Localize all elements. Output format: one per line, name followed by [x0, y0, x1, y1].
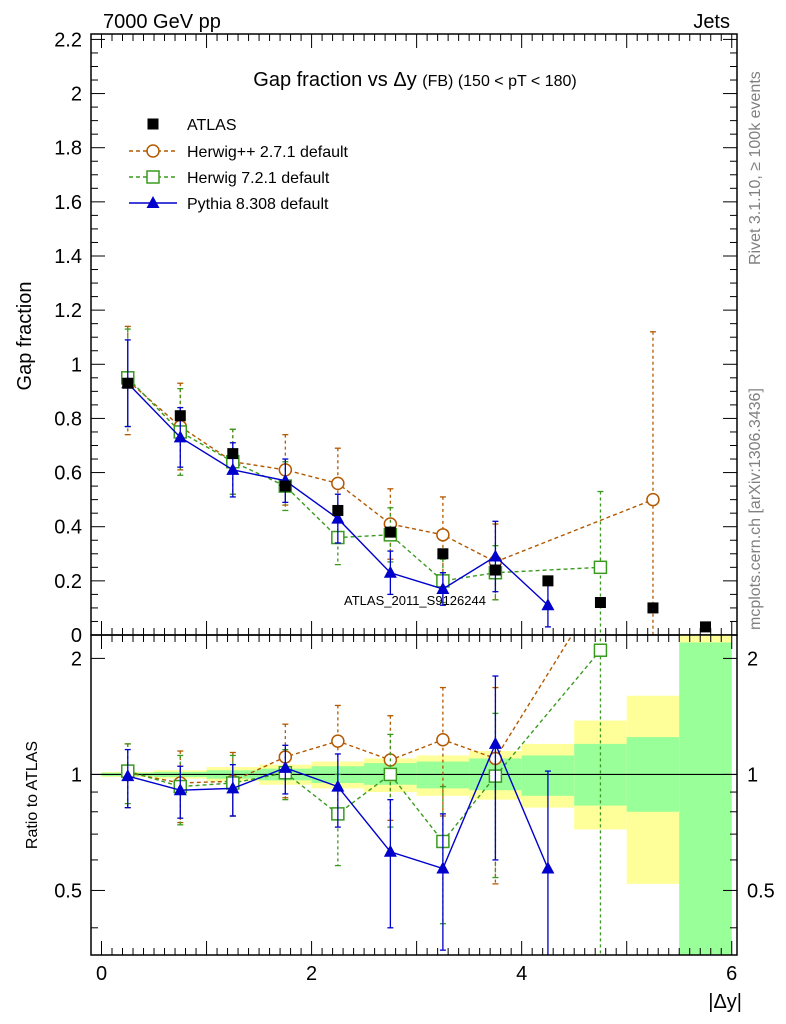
data-point [541, 861, 555, 874]
data-point [646, 492, 660, 507]
ratio-y-tick-label-right: 2 [747, 648, 758, 670]
x-tick-label: 6 [726, 963, 737, 985]
data-point [437, 548, 449, 560]
data-point [488, 736, 502, 749]
y-tick-label: 0.4 [54, 517, 82, 539]
data-point [384, 526, 396, 538]
legend-entry-3: Pythia 8.308 default [129, 196, 329, 213]
chart-title-main: Gap fraction vs [253, 69, 388, 91]
data-point [331, 779, 345, 792]
series-0 [122, 377, 711, 633]
data-point [332, 504, 344, 516]
data-point [383, 767, 398, 782]
data-point [489, 564, 501, 576]
data-point [699, 621, 711, 633]
ratio-series-2 [121, 675, 555, 955]
ratio-y-tick-label: 2 [71, 648, 82, 670]
data-point [226, 781, 240, 794]
data-point [647, 602, 659, 614]
data-point [227, 448, 239, 460]
ratio-panel: 0 2 4 6 0.5 0.5 1 1 2 2 Ratio to ATLAS |Δy| [24, 634, 775, 1013]
ratio-frame [90, 634, 738, 956]
header-right-label: Jets [693, 11, 730, 33]
y-tick-label: 0 [71, 625, 82, 647]
y-tick-label: 0.8 [54, 408, 82, 430]
data-point [146, 196, 160, 208]
uncertainty-band-green [679, 642, 732, 955]
x-tick-label: 2 [306, 963, 317, 985]
ratio-ylabel: Ratio to ATLAS [24, 741, 41, 849]
data-point [331, 476, 345, 491]
main-watermark: ATLAS_2011_S9126244 [344, 593, 486, 608]
data-point [331, 734, 345, 748]
data-point [226, 462, 240, 475]
ratio-axes: 0 2 4 6 0.5 0.5 1 1 2 2 [54, 635, 775, 985]
data-point [436, 581, 450, 594]
data-point [593, 643, 608, 657]
data-point [278, 760, 292, 773]
data-point [436, 528, 450, 542]
data-point [279, 480, 291, 492]
rivet-label: Rivet 3.1.10, ≥ 100k events [747, 71, 764, 265]
ratio-series-0 [121, 635, 573, 885]
main-plot-content [121, 325, 711, 635]
chart-title-suffix: (FB) (150 < pT < 180) [422, 73, 576, 90]
y-tick-label: 2 [71, 84, 82, 106]
legend-label: Pythia 8.308 default [187, 196, 329, 213]
legend-label: ATLAS [187, 117, 237, 134]
data-point [594, 597, 606, 609]
main-panel: 0 0.2 0.4 0.6 0.8 1 1.2 1.4 1.6 1.8 2 2.2 Gap fract… [14, 29, 738, 647]
data-point [174, 410, 186, 422]
data-point [383, 844, 397, 857]
data-point [121, 769, 135, 782]
data-point [541, 598, 555, 611]
y-tick-label: 0.2 [54, 571, 82, 593]
y-tick-label: 1.6 [54, 192, 82, 214]
legend-entry-0: ATLAS [147, 117, 237, 134]
data-point [436, 861, 450, 874]
data-point [146, 144, 160, 158]
ratio-y-tick-label: 0.5 [54, 880, 82, 902]
data-point [331, 511, 345, 524]
series-line [127, 377, 601, 582]
ratio-plot-content [91, 635, 737, 955]
chart-title-delta: Δy [393, 69, 416, 91]
data-point [147, 118, 159, 130]
ratio-y-tick-label-right: 1 [747, 764, 758, 786]
y-tick-label: 0.6 [54, 463, 82, 485]
chart-title: Gap fraction vs Δy (FB) (150 < pT < 180) [253, 69, 576, 91]
x-tick-label: 4 [516, 963, 527, 985]
main-axes: 0 0.2 0.4 0.6 0.8 1 1.2 1.4 1.6 1.8 2 2.2 [54, 29, 737, 647]
data-point [146, 170, 160, 184]
data-point [122, 377, 134, 389]
y-tick-label: 1.2 [54, 300, 82, 322]
data-point [593, 560, 608, 575]
x-tick-label: 0 [96, 963, 107, 985]
data-point [542, 575, 554, 587]
legend: ATLAS Herwig++ 2.7.1 default Herwig 7.2.1 … [129, 117, 349, 213]
main-ylabel: Gap fraction [14, 282, 36, 391]
ratio-y-tick-label-right: 0.5 [747, 880, 775, 902]
ratio-y-tick-label: 1 [71, 764, 82, 786]
data-point [383, 565, 397, 578]
data-point [436, 733, 450, 747]
data-point [488, 549, 502, 562]
legend-entry-1: Herwig++ 2.7.1 default [129, 144, 349, 161]
series-2 [121, 328, 608, 635]
ratio-xlabel: |Δy| [708, 991, 742, 1013]
y-tick-label: 2.2 [54, 29, 82, 51]
y-tick-label: 1.4 [54, 246, 82, 268]
header-left-label: 7000 GeV pp [103, 11, 221, 33]
legend-entry-2: Herwig 7.2.1 default [129, 170, 330, 187]
data-point [173, 783, 187, 796]
data-point [173, 430, 187, 443]
legend-label: Herwig 7.2.1 default [187, 170, 330, 187]
y-tick-label: 1 [71, 354, 82, 376]
legend-label: Herwig++ 2.7.1 default [187, 144, 349, 161]
mcplots-label: mcplots.cern.ch [arXiv:1306.3436] [747, 388, 764, 630]
y-tick-label: 1.8 [54, 138, 82, 160]
